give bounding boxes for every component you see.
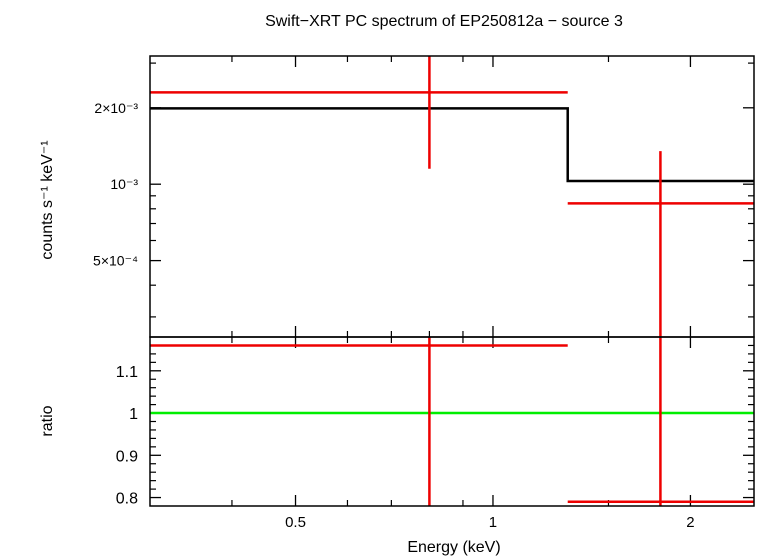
spectrum-y-tick-label: 10⁻³ (110, 176, 138, 192)
ratio-y-tick-label: 0.8 (116, 491, 138, 508)
spectrum-y-tick-label: 5×10⁻⁴ (93, 253, 138, 269)
ratio-panel-frame (149, 336, 755, 507)
ratio-y-tick-label: 1.1 (116, 364, 138, 381)
x-axis-label: Energy (keV) (407, 539, 500, 556)
spectrum-panel-frame (149, 55, 755, 338)
ratio-y-tick-label: 0.9 (116, 448, 138, 465)
spectrum-panel: 2×10⁻³ 10⁻³ 5×10⁻⁴ (93, 56, 754, 337)
spectrum-y-axis-label: counts s⁻¹ keV⁻¹ (39, 140, 56, 259)
ratio-y-axis-label: ratio (39, 405, 56, 436)
model-step-line (150, 107, 754, 183)
ratio-y-tick-label: 1 (129, 406, 138, 423)
x-tick-label: 2 (686, 514, 694, 531)
chart-title: Swift−XRT PC spectrum of EP250812a − sou… (265, 13, 623, 30)
x-tick-label: 1 (489, 514, 497, 531)
spectrum-y-tick-label: 2×10⁻³ (94, 100, 138, 116)
x-tick-label: 0.5 (285, 514, 306, 531)
ratio-panel: 0.5 1 2 0.8 0.9 1 1.1 (116, 337, 754, 531)
